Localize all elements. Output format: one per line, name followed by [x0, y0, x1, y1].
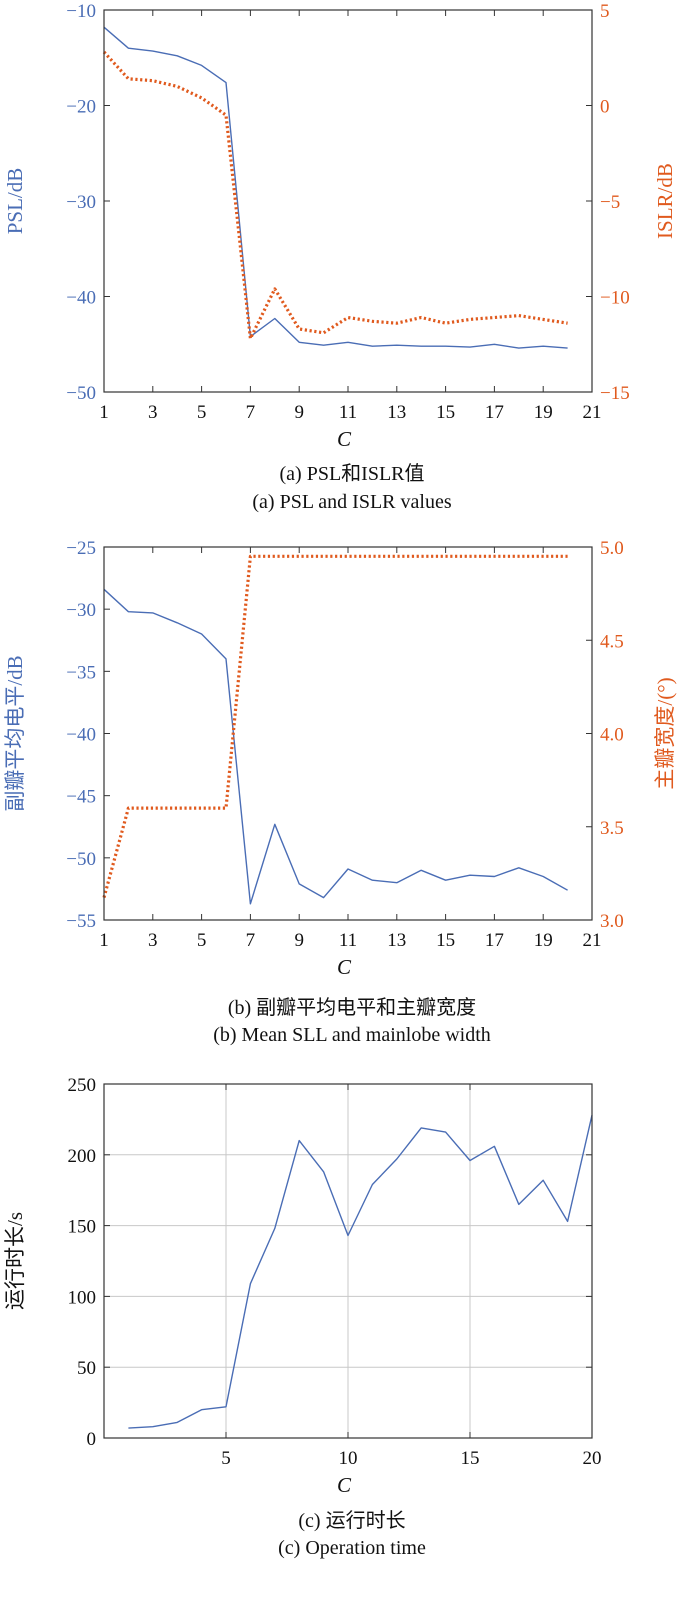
plot-frame-a	[103, 9, 593, 393]
y-left-tick-label-3: −40	[66, 288, 96, 309]
y-right-tick-label-4: −15	[600, 383, 630, 404]
caption-cn-a: (a) PSL和ISLR值	[280, 462, 425, 485]
y-left-tick-label-6: −55	[66, 911, 96, 932]
grid-c	[104, 1083, 593, 1439]
y-left-tick-label-4: 200	[68, 1146, 97, 1167]
x-tick-label-3: 7	[246, 930, 256, 951]
series-line-right	[102, 50, 568, 341]
y-left-tick-label-0: 0	[87, 1429, 97, 1450]
y-axis-label-left-b: 副瓣平均电平/dB	[3, 655, 27, 811]
series-c	[128, 1115, 593, 1429]
y-left-tick-label-0: −25	[66, 538, 96, 559]
x-tick-label-9: 19	[534, 930, 553, 951]
y-right-tick-label-0: 5.0	[600, 538, 624, 559]
y-right-tick-label-2: −5	[600, 192, 620, 213]
y-right-tick-label-1: 0	[600, 97, 610, 118]
x-tick-label-0: 1	[99, 930, 109, 951]
chart-panel-b: 1 3 5 7 9 11 13 15 17 19 21−25−30−35−40−45−50−555.…	[3, 538, 677, 1046]
y-left-tick-label-4: −50	[66, 383, 96, 404]
x-tick-label-4: 9	[294, 402, 304, 423]
y-axis-label-right-b: 主瓣宽度/(°)	[653, 677, 677, 789]
caption-cn-b: (b) 副瓣平均电平和主瓣宽度	[228, 996, 476, 1019]
y-left-tick-label-5: −50	[66, 849, 96, 870]
x-axis-label-c: C	[337, 1473, 352, 1497]
y-axis-label-left-c: 运行时长/s	[3, 1212, 27, 1310]
x-tick-label-2: 5	[197, 930, 207, 951]
x-axis-label-a: C	[337, 427, 352, 451]
y-right-tick-label-4: 3.0	[600, 911, 624, 932]
series-line-right	[102, 554, 568, 899]
y-left-tick-label-4: −45	[66, 787, 96, 808]
y-left-tick-label-1: −20	[66, 97, 96, 118]
series-b	[102, 554, 568, 905]
x-tick-label-5: 11	[339, 930, 357, 951]
caption-cn-c: (c) 运行时长	[298, 1509, 405, 1532]
y-left-tick-label-1: −30	[66, 600, 96, 621]
caption-en-b: (b) Mean SLL and mainlobe width	[213, 1024, 491, 1046]
x-tick-label-3: 7	[246, 402, 256, 423]
x-tick-label-1: 10	[339, 1448, 358, 1469]
y-left-tick-label-2: −30	[66, 192, 96, 213]
y-right-tick-label-3: 3.5	[600, 818, 624, 839]
y-axis-label-left-a: PSL/dB	[3, 168, 27, 235]
x-tick-label-10: 21	[583, 402, 602, 423]
series-line-left	[103, 588, 568, 905]
x-tick-label-6: 13	[387, 930, 406, 951]
x-tick-label-1: 3	[148, 402, 158, 423]
series-line-left	[128, 1115, 593, 1429]
caption-en-c: (c) Operation time	[278, 1537, 426, 1559]
x-tick-label-5: 11	[339, 402, 357, 423]
x-tick-label-6: 13	[387, 402, 406, 423]
y-right-tick-label-1: 4.5	[600, 631, 624, 652]
x-tick-label-2: 15	[461, 1448, 480, 1469]
x-tick-label-0: 1	[99, 402, 109, 423]
y-left-tick-label-3: −40	[66, 725, 96, 746]
x-tick-label-3: 20	[583, 1448, 602, 1469]
ticks-a: 1 3 5 7 9 11 13 15 17 19 21−10−20−30−40−5050−5−10−…	[66, 1, 629, 423]
chart-panel-a: 1 3 5 7 9 11 13 15 17 19 21−10−20−30−40−5050−5−10−…	[3, 1, 677, 513]
y-left-tick-label-5: 250	[68, 1075, 97, 1096]
y-right-tick-label-3: −10	[600, 288, 630, 309]
x-tick-label-2: 5	[197, 402, 207, 423]
x-tick-label-9: 19	[534, 402, 553, 423]
y-left-tick-label-3: 150	[68, 1217, 97, 1238]
y-left-tick-label-2: 100	[68, 1287, 97, 1308]
y-right-tick-label-2: 4.0	[600, 725, 624, 746]
x-axis-label-b: C	[337, 955, 352, 979]
ticks-b: 1 3 5 7 9 11 13 15 17 19 21−25−30−35−40−45−50−555.…	[66, 538, 623, 951]
y-left-tick-label-1: 50	[77, 1358, 96, 1379]
y-right-tick-label-0: 5	[600, 1, 610, 22]
plot-frame-b	[103, 546, 593, 921]
x-tick-label-0: 5	[221, 1448, 231, 1469]
x-tick-label-4: 9	[294, 930, 304, 951]
x-tick-label-10: 21	[583, 930, 602, 951]
x-tick-label-1: 3	[148, 930, 158, 951]
series-line-left	[103, 26, 568, 349]
y-left-tick-label-0: −10	[66, 1, 96, 22]
x-tick-label-8: 17	[485, 402, 504, 423]
y-left-tick-label-2: −35	[66, 662, 96, 683]
y-axis-label-right-a: ISLR/dB	[653, 163, 677, 239]
x-tick-label-7: 15	[436, 402, 455, 423]
caption-en-a: (a) PSL and ISLR values	[252, 491, 451, 513]
x-tick-label-7: 15	[436, 930, 455, 951]
series-a	[102, 26, 568, 349]
x-tick-label-8: 17	[485, 930, 504, 951]
